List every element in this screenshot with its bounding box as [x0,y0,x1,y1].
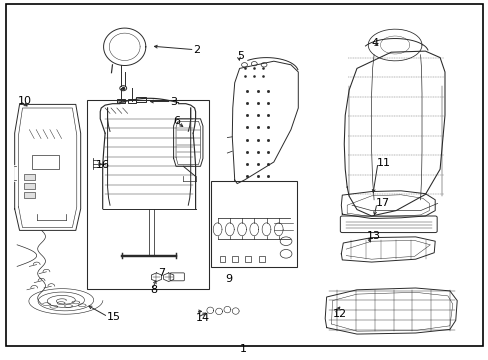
Bar [258,256,264,262]
Bar [87,100,209,289]
Bar [211,181,296,267]
Text: 1: 1 [240,343,246,354]
Text: 8: 8 [150,285,158,295]
Text: 5: 5 [237,51,244,61]
Text: 10: 10 [18,96,32,106]
Text: 6: 6 [173,116,180,126]
Text: 17: 17 [375,198,389,208]
Bar [24,174,35,180]
Text: 16: 16 [95,159,109,170]
Bar [128,99,136,103]
Text: 4: 4 [371,38,378,48]
Text: 7: 7 [158,268,164,278]
Bar [117,99,125,103]
Bar [32,155,59,169]
Text: 11: 11 [376,158,390,168]
Text: 2: 2 [193,45,200,55]
Bar [24,183,35,189]
Bar [231,256,237,262]
Text: 15: 15 [106,312,121,322]
Text: 9: 9 [225,274,232,284]
Text: 12: 12 [332,309,346,319]
Text: 3: 3 [170,96,177,107]
Text: 14: 14 [195,312,209,323]
Bar [245,256,251,262]
Bar [136,97,145,102]
Bar [219,256,225,262]
Bar [24,192,35,198]
Text: 13: 13 [366,231,380,241]
